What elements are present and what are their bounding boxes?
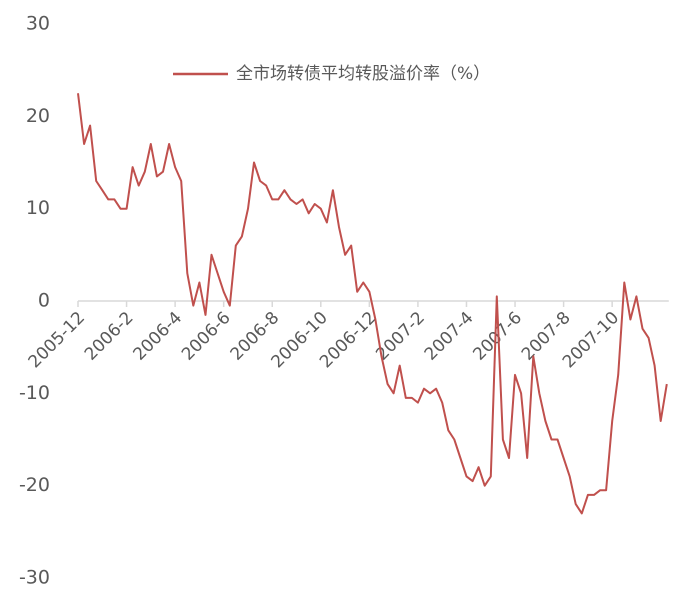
y-tick-label: -30	[19, 567, 50, 589]
x-tick-label: 2005-12	[25, 308, 89, 372]
legend-label: 全市场转债平均转股溢价率（%）	[236, 64, 490, 84]
y-tick-label: -20	[19, 474, 50, 496]
y-tick-label: 20	[26, 105, 50, 127]
y-tick-label: 10	[26, 197, 50, 219]
x-tick-label: 2006-6	[178, 308, 235, 365]
x-tick-label: 2006-2	[81, 308, 138, 365]
x-tick-label: 2007-4	[421, 308, 478, 365]
x-tick-label: 2006-4	[129, 308, 186, 365]
y-tick-label: 0	[38, 290, 50, 312]
y-tick-label: -10	[19, 382, 50, 404]
y-tick-label: 30	[26, 13, 50, 35]
data-line	[77, 93, 668, 515]
